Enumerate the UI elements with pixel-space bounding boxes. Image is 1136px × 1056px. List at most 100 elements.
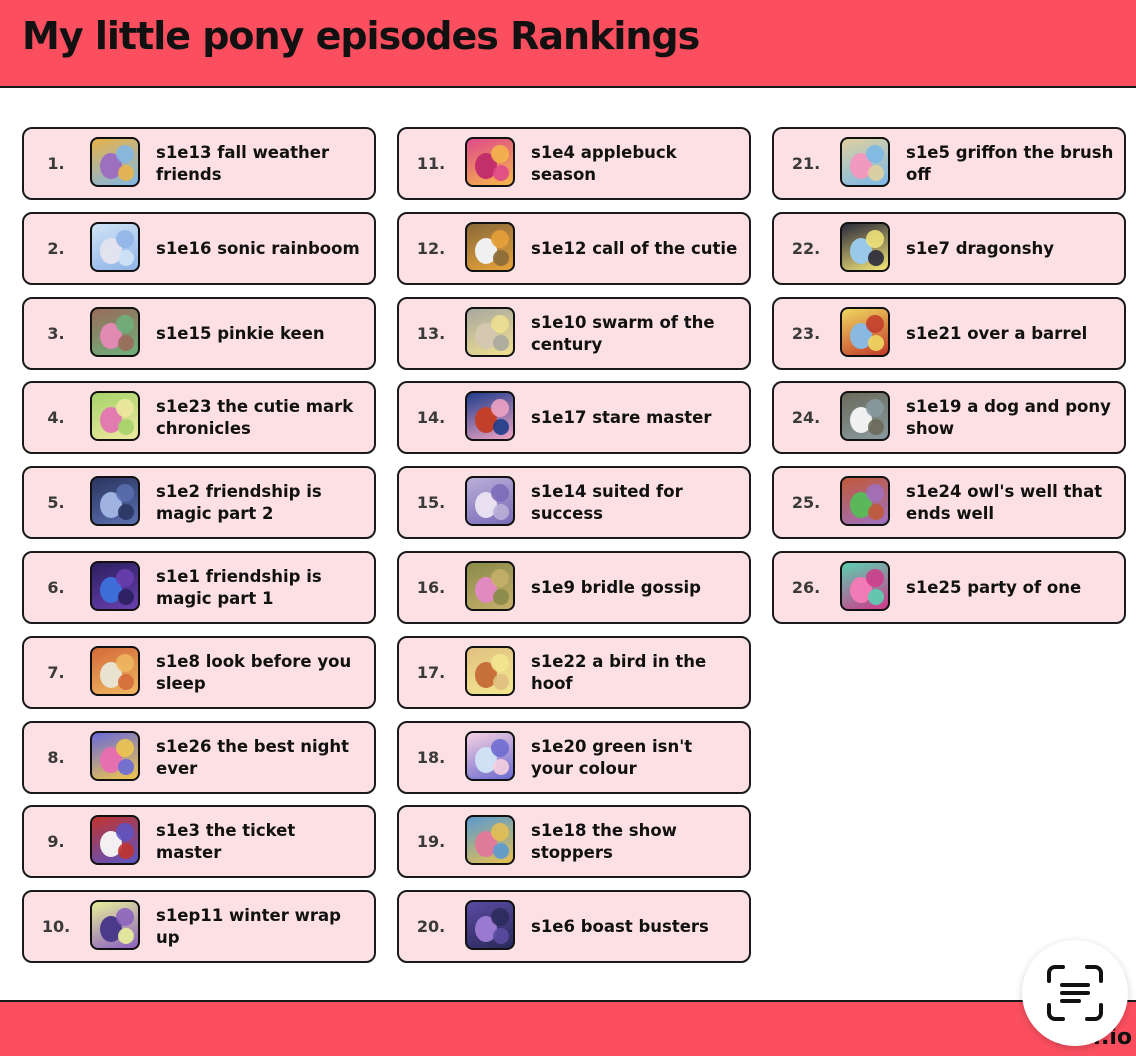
episode-title: s1e4 applebuck season <box>531 142 677 184</box>
episode-thumbnail <box>465 222 515 272</box>
rank-number: 21. <box>791 154 821 173</box>
episode-title: s1e3 the ticket master <box>156 820 296 862</box>
rank-number: 20. <box>416 917 446 936</box>
episode-thumbnail <box>465 476 515 526</box>
episode-title: s1e6 boast busters <box>531 916 709 936</box>
scan-text-button[interactable] <box>1022 940 1128 1046</box>
episode-title: s1e15 pinkie keen <box>156 323 325 343</box>
rank-number: 26. <box>791 578 821 597</box>
ranking-card[interactable]: 1. s1e13 fall weather friends <box>22 127 376 200</box>
scan-text-icon <box>1047 965 1103 1021</box>
episode-thumbnail <box>90 561 140 611</box>
ranking-card[interactable]: 13. s1e10 swarm of the century <box>397 297 751 370</box>
episode-thumbnail <box>90 731 140 781</box>
page-header: My little pony episodes Rankings <box>0 0 1136 88</box>
rank-number: 11. <box>416 154 446 173</box>
episode-thumbnail <box>840 137 890 187</box>
ranking-card[interactable]: 26. s1e25 party of one <box>772 551 1126 624</box>
rank-number: 22. <box>791 239 821 258</box>
episode-thumbnail <box>465 900 515 950</box>
rank-number: 15. <box>416 493 446 512</box>
rank-number: 7. <box>47 663 65 682</box>
episode-title: s1e14 suited for success <box>531 481 683 523</box>
ranking-card[interactable]: 11. s1e4 applebuck season <box>397 127 751 200</box>
episode-thumbnail <box>465 307 515 357</box>
page-title: My little pony episodes Rankings <box>22 14 700 58</box>
episode-thumbnail <box>840 307 890 357</box>
episode-title: s1e24 owl's well that ends well <box>906 481 1103 523</box>
ranking-card[interactable]: 21. s1e5 griffon the brush off <box>772 127 1126 200</box>
rank-number: 9. <box>47 832 65 851</box>
episode-title: s1e22 a bird in the hoof <box>531 651 707 693</box>
ranking-card[interactable]: 8. s1e26 the best night ever <box>22 721 376 794</box>
page-footer: so...io <box>0 1000 1136 1056</box>
episode-title: s1e5 griffon the brush off <box>906 142 1114 184</box>
episode-title: s1e17 stare master <box>531 407 712 427</box>
episode-title: s1e18 the show stoppers <box>531 820 677 862</box>
episode-thumbnail <box>90 391 140 441</box>
rank-number: 19. <box>416 832 446 851</box>
ranking-card[interactable]: 9. s1e3 the ticket master <box>22 805 376 878</box>
ranking-card[interactable]: 12. s1e12 call of the cutie <box>397 212 751 285</box>
episode-thumbnail <box>90 307 140 357</box>
rank-number: 23. <box>791 324 821 343</box>
episode-thumbnail <box>840 391 890 441</box>
episode-title: s1e25 party of one <box>906 577 1082 597</box>
episode-thumbnail <box>465 561 515 611</box>
rank-number: 18. <box>416 748 446 767</box>
episode-title: s1e12 call of the cutie <box>531 238 738 258</box>
ranking-card[interactable]: 24. s1e19 a dog and pony show <box>772 381 1126 454</box>
rank-number: 2. <box>47 239 65 258</box>
rank-number: 3. <box>47 324 65 343</box>
rank-number: 25. <box>791 493 821 512</box>
ranking-card[interactable]: 10. s1ep11 winter wrap up <box>22 890 376 963</box>
ranking-card[interactable]: 2. s1e16 sonic rainboom <box>22 212 376 285</box>
rank-number: 5. <box>47 493 65 512</box>
ranking-card[interactable]: 4. s1e23 the cutie mark chronicles <box>22 381 376 454</box>
episode-title: s1e23 the cutie mark chronicles <box>156 396 354 438</box>
rank-number: 24. <box>791 408 821 427</box>
ranking-card[interactable]: 3. s1e15 pinkie keen <box>22 297 376 370</box>
episode-thumbnail <box>90 815 140 865</box>
ranking-card[interactable]: 23. s1e21 over a barrel <box>772 297 1126 370</box>
rank-number: 6. <box>47 578 65 597</box>
ranking-card[interactable]: 25. s1e24 owl's well that ends well <box>772 466 1126 539</box>
episode-title: s1e26 the best night ever <box>156 736 350 778</box>
episode-title: s1ep11 winter wrap up <box>156 905 341 947</box>
ranking-card[interactable]: 7. s1e8 look before you sleep <box>22 636 376 709</box>
episode-thumbnail <box>90 222 140 272</box>
ranking-card[interactable]: 18. s1e20 green isn't your colour <box>397 721 751 794</box>
episode-thumbnail <box>840 476 890 526</box>
episode-thumbnail <box>90 476 140 526</box>
episode-thumbnail <box>465 815 515 865</box>
episode-thumbnail <box>90 900 140 950</box>
episode-title: s1e19 a dog and pony show <box>906 396 1111 438</box>
ranking-card[interactable]: 20. s1e6 boast busters <box>397 890 751 963</box>
episode-thumbnail <box>90 646 140 696</box>
ranking-card[interactable]: 19. s1e18 the show stoppers <box>397 805 751 878</box>
ranking-card[interactable]: 5. s1e2 friendship is magic part 2 <box>22 466 376 539</box>
episode-thumbnail <box>465 646 515 696</box>
episode-thumbnail <box>465 731 515 781</box>
ranking-card[interactable]: 22. s1e7 dragonshy <box>772 212 1126 285</box>
ranking-card[interactable]: 15. s1e14 suited for success <box>397 466 751 539</box>
rank-number: 10. <box>41 917 71 936</box>
episode-title: s1e13 fall weather friends <box>156 142 330 184</box>
ranking-card[interactable]: 6. s1e1 friendship is magic part 1 <box>22 551 376 624</box>
rank-number: 16. <box>416 578 446 597</box>
rank-number: 14. <box>416 408 446 427</box>
rank-number: 1. <box>47 154 65 173</box>
ranking-card[interactable]: 17. s1e22 a bird in the hoof <box>397 636 751 709</box>
episode-thumbnail <box>840 222 890 272</box>
episode-title: s1e20 green isn't your colour <box>531 736 693 778</box>
episode-thumbnail <box>465 391 515 441</box>
rank-number: 8. <box>47 748 65 767</box>
episode-title: s1e1 friendship is magic part 1 <box>156 566 322 608</box>
episode-title: s1e10 swarm of the century <box>531 312 715 354</box>
episode-thumbnail <box>90 137 140 187</box>
ranking-card[interactable]: 14. s1e17 stare master <box>397 381 751 454</box>
episode-thumbnail <box>465 137 515 187</box>
ranking-card[interactable]: 16. s1e9 bridle gossip <box>397 551 751 624</box>
rank-number: 12. <box>416 239 446 258</box>
rank-number: 13. <box>416 324 446 343</box>
